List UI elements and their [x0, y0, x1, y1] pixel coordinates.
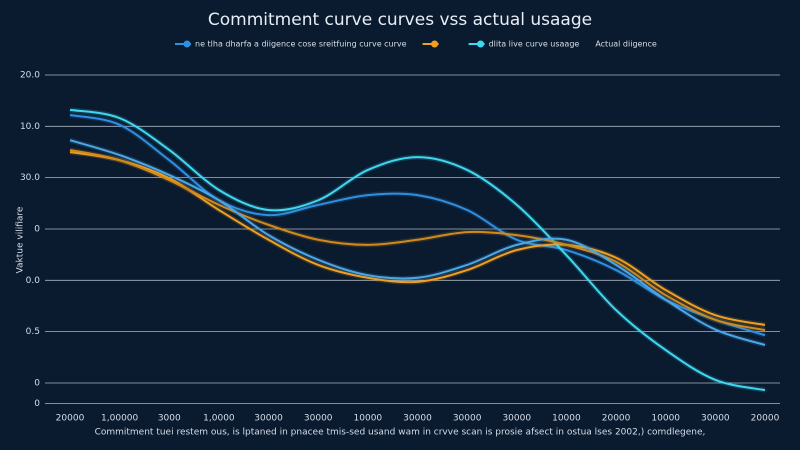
x-tick-label: 1,00000 [101, 414, 138, 424]
x-tick-label: 30000 [701, 414, 730, 424]
y-tick-label: 0 [34, 224, 40, 234]
legend-label: dlita live curve usaage [489, 40, 580, 49]
y-tick-label: 30.0 [20, 173, 40, 183]
x-tick-label: 20000 [56, 414, 85, 424]
x-tick-label: 30000 [304, 414, 333, 424]
x-tick-label: 10000 [354, 414, 383, 424]
x-tick-label: 20000 [751, 414, 780, 424]
x-tick-label: 3000 [158, 414, 181, 424]
x-tick-label: 30000 [254, 414, 283, 424]
x-tick-label: 30000 [403, 414, 432, 424]
y-tick-label: 10.0 [20, 122, 40, 132]
x-tick-label: 30000 [502, 414, 531, 424]
x-tick-label: 1,0000 [203, 414, 235, 424]
y-tick-label: 0 [34, 378, 40, 388]
line [69, 108, 766, 392]
x-tick-label: 10000 [651, 414, 680, 424]
legend-marker [431, 40, 439, 48]
legend-marker [477, 40, 485, 48]
footnote: Commitment tuei restem ous, is lptaned i… [95, 428, 706, 438]
x-tick-label: 30000 [453, 414, 482, 424]
y-tick-label: 0 [34, 399, 40, 409]
legend-marker [183, 40, 191, 48]
y-tick-label: 0.0 [26, 276, 41, 286]
line [69, 139, 766, 346]
x-tick-label: 10000 [552, 414, 581, 424]
legend-label: ne tlha dharfa a diigence cose sreitfuin… [195, 40, 407, 49]
legend-label: Actual diigence [595, 40, 657, 49]
line [69, 114, 766, 337]
line [69, 148, 766, 332]
y-tick-label: 20.0 [20, 71, 40, 81]
y-axis-label: Vaktue vilifiare [16, 206, 26, 273]
y-tick-label: 0.5 [26, 327, 40, 337]
chart-title: Commitment curve curves vss actual usaag… [208, 10, 592, 30]
x-tick-label: 20000 [602, 414, 631, 424]
